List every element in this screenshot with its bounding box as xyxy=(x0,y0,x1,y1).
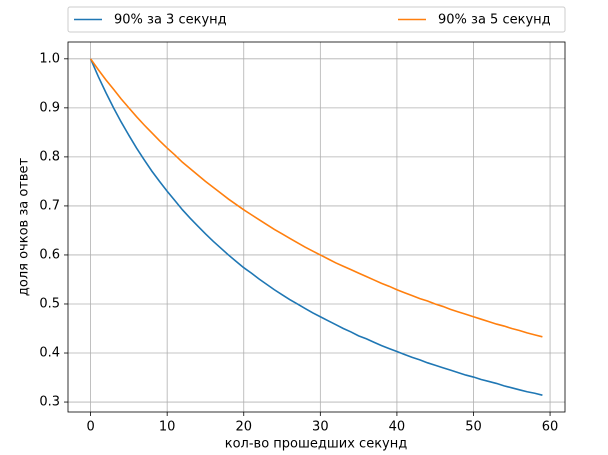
line xyxy=(89,58,543,396)
y-tick-label: 0.3 xyxy=(39,395,60,410)
legend-box xyxy=(67,6,566,33)
x-tick-label: 0 xyxy=(86,420,94,435)
plot-frame xyxy=(67,41,566,413)
y-tick-label: 0.8 xyxy=(39,149,60,164)
x-tick-label: 10 xyxy=(159,420,176,435)
x-tick-label: 50 xyxy=(465,420,482,435)
y-tick-label: 1.0 xyxy=(39,51,60,66)
x-tick-label: 20 xyxy=(235,420,252,435)
x-tick-label: 40 xyxy=(389,420,406,435)
y-tick-label: 0.5 xyxy=(39,296,60,311)
x-axis-label: кол-во прошедших секунд xyxy=(225,437,408,452)
y-tick-label: 0.7 xyxy=(39,198,60,213)
y-tick-label: 0.6 xyxy=(39,247,60,262)
legend-label: 90% за 5 секунд xyxy=(438,13,551,28)
line xyxy=(89,58,543,338)
x-tick-label: 30 xyxy=(312,420,329,435)
y-tick-label: 0.4 xyxy=(39,346,60,361)
y-axis-label: доля очков за ответ xyxy=(17,157,32,296)
x-tick-label: 60 xyxy=(542,420,559,435)
y-tick-label: 0.9 xyxy=(39,100,60,115)
legend-label: 90% за 3 секунд xyxy=(114,13,227,28)
